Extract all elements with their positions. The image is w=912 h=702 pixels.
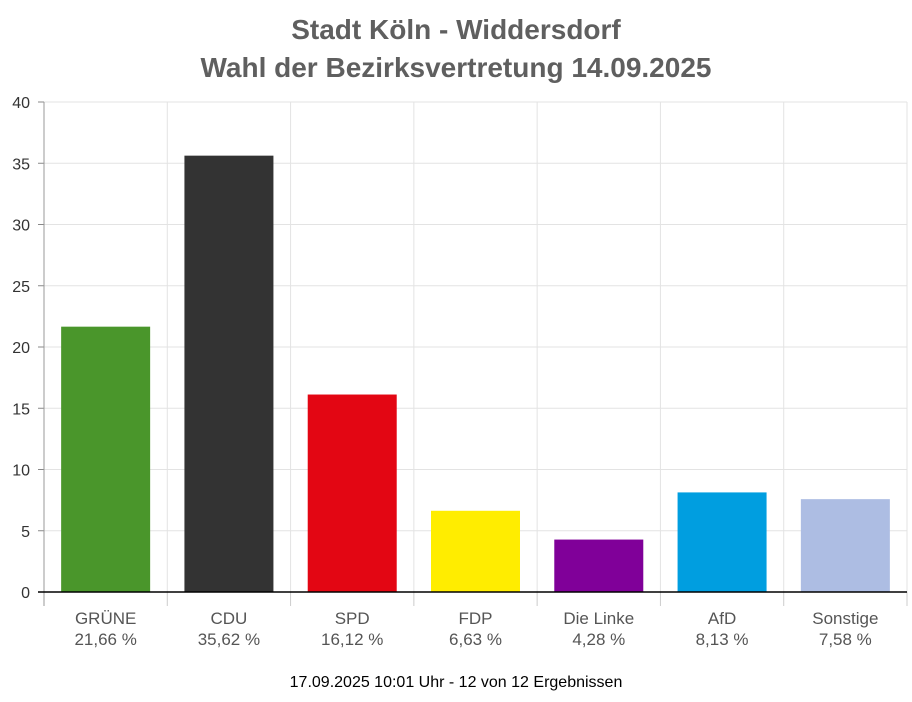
bar-spd: [307, 394, 397, 592]
y-tick-label: 5: [21, 524, 30, 541]
footer-status: 17.09.2025 10:01 Uhr - 12 von 12 Ergebni…: [289, 674, 623, 691]
bar-afd: [677, 492, 767, 592]
y-tick-label: 40: [12, 95, 30, 112]
bar-value-label: 7,58 %: [819, 630, 872, 649]
y-tick-label: 30: [12, 218, 30, 235]
x-category-label: GRÜNE: [75, 609, 136, 628]
bar-sonstige: [800, 499, 890, 592]
bar-value-label: 21,66 %: [74, 630, 136, 649]
bar-value-label: 6,63 %: [449, 630, 502, 649]
bar-value-label: 35,62 %: [198, 630, 260, 649]
bar-fdp: [431, 510, 520, 592]
y-tick-label: 25: [12, 279, 30, 296]
x-category-label: CDU: [211, 609, 248, 628]
y-tick-label: 35: [12, 156, 30, 173]
y-tick-label: 10: [12, 463, 30, 480]
x-category-label: AfD: [708, 609, 736, 628]
x-category-label: Sonstige: [812, 609, 878, 628]
bar-gr-ne: [61, 326, 151, 592]
x-category-label: FDP: [459, 609, 493, 628]
x-category-label: SPD: [335, 609, 370, 628]
bar-value-label: 16,12 %: [321, 630, 383, 649]
bar-cdu: [184, 155, 274, 592]
chart-title: Stadt Köln - Widdersdorf: [291, 14, 621, 45]
y-tick-label: 15: [12, 401, 30, 418]
x-category-label: Die Linke: [563, 609, 634, 628]
bar-value-label: 4,28 %: [572, 630, 625, 649]
y-tick-label: 0: [21, 585, 30, 602]
y-tick-label: 20: [12, 340, 30, 357]
bar-value-label: 8,13 %: [696, 630, 749, 649]
bar-die-linke: [554, 539, 644, 592]
chart-subtitle: Wahl der Bezirksvertretung 14.09.2025: [200, 52, 712, 83]
